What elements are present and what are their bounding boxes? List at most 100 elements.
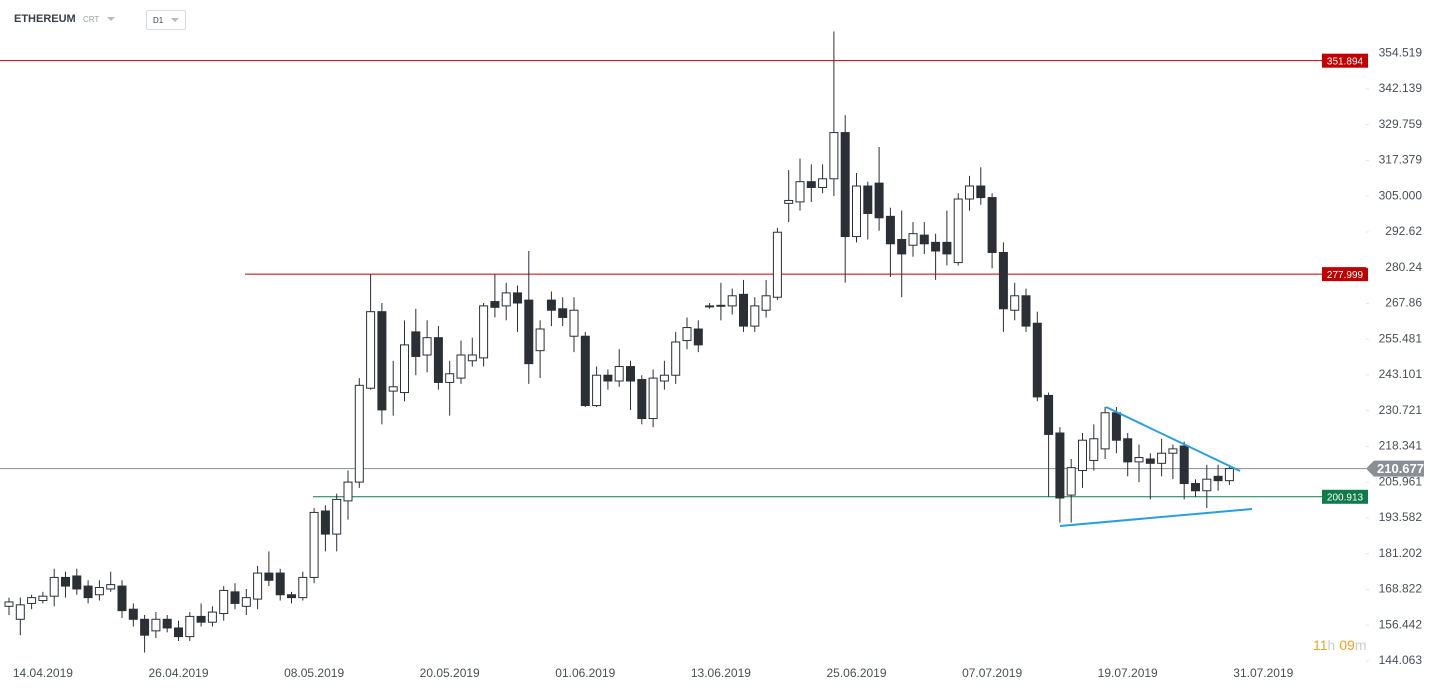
candle-body [264, 572, 274, 581]
candle-body [1179, 445, 1189, 485]
candle-body [1055, 432, 1065, 499]
candle-body [671, 341, 681, 376]
candle-body [1224, 468, 1234, 482]
candle-body [953, 198, 963, 264]
candle-body [806, 181, 816, 188]
candle-body [795, 181, 805, 203]
candle-body [1078, 439, 1087, 472]
candle-body [885, 215, 895, 245]
feed-selector[interactable]: CRT [83, 10, 116, 28]
candle-body [524, 299, 534, 365]
current-price-tag [1366, 460, 1424, 477]
candle-body [4, 601, 14, 607]
x-tick-label: 08.05.2019 [284, 666, 344, 680]
candle-body [174, 627, 183, 638]
candle-body [592, 374, 602, 407]
candle-body [987, 197, 997, 253]
hours-unit: h [1327, 637, 1336, 653]
candle-body [117, 585, 127, 612]
candle-body [298, 576, 308, 599]
candle-body [366, 311, 376, 389]
x-tick-label: 25.06.2019 [826, 666, 886, 680]
y-tick-label: 317.379 [1379, 153, 1423, 167]
candle-body [27, 597, 37, 604]
candle-body [931, 241, 941, 252]
trend-line [1105, 406, 1241, 472]
candle-body [908, 233, 918, 246]
level-tag [1322, 53, 1368, 68]
candle-body [998, 251, 1008, 310]
candle-body [614, 366, 624, 382]
candle-body [400, 344, 409, 394]
candle-body [207, 611, 217, 623]
candle-body [445, 373, 455, 383]
candle-body [433, 337, 443, 383]
hours: 11 [1313, 637, 1328, 653]
candle-body [1123, 438, 1133, 463]
y-tick-label: 280.24 [1385, 260, 1422, 274]
y-tick-label: 267.86 [1385, 296, 1422, 310]
x-tick-label: 14.04.2019 [13, 666, 73, 680]
candle-body [874, 182, 884, 219]
candle-body [140, 618, 150, 636]
candle-body [49, 576, 59, 597]
y-tick-label: 255.481 [1379, 331, 1423, 345]
candle-body [377, 311, 387, 411]
candle-body [863, 185, 873, 214]
candle-body [1157, 452, 1167, 464]
candle-body [253, 572, 263, 600]
candle-body [603, 374, 613, 382]
candle-body [919, 234, 929, 245]
candle-body [659, 374, 669, 382]
candle-body [1111, 412, 1121, 441]
timeframe-selector[interactable]: D1 [146, 10, 187, 30]
candle-body [1100, 412, 1110, 450]
y-tick-label: 305.000 [1379, 188, 1423, 202]
levels: 351.894 277.999 200.913 [0, 53, 1368, 504]
candle-body [61, 576, 70, 587]
candle-body [535, 328, 545, 352]
candle-body [151, 618, 161, 632]
candle-body [501, 292, 511, 307]
candle-body [1191, 483, 1200, 492]
current-price-label: 210.677 [1377, 461, 1424, 476]
candle-body [965, 185, 974, 200]
dropdown-caret [107, 17, 116, 21]
candle-body [558, 308, 568, 318]
candles [4, 31, 1234, 653]
candle-body [490, 301, 500, 308]
candle-body [241, 597, 251, 607]
symbol-name: ETHEREUM [14, 13, 76, 25]
level-tag [1322, 489, 1368, 504]
y-tick-label: 156.442 [1379, 617, 1423, 631]
y-tick-label: 181.202 [1379, 546, 1423, 560]
candle-body [1168, 448, 1178, 454]
y-tick-label: 168.822 [1379, 582, 1423, 596]
candle-body [411, 331, 421, 357]
candle-body [185, 615, 195, 638]
candle-body [275, 572, 285, 596]
candle-body [761, 295, 771, 311]
candle-body [1044, 394, 1054, 435]
candle-body [128, 608, 138, 620]
candle-body [569, 309, 579, 337]
candle-body [840, 132, 850, 238]
candle-countdown: 11h 09m [1313, 637, 1366, 653]
candle-body [219, 589, 229, 615]
candle-body [287, 594, 296, 599]
candle-body [897, 238, 907, 255]
y-tick-label: 329.759 [1379, 117, 1423, 131]
y-tick-label: 354.519 [1379, 45, 1423, 59]
level-label: 351.894 [1327, 56, 1364, 67]
trend-line [1059, 508, 1253, 527]
x-tick-label: 07.07.2019 [962, 666, 1022, 680]
x-tick-label: 31.07.2019 [1233, 666, 1293, 680]
candle-body [422, 337, 432, 356]
candle-body [739, 293, 748, 327]
candle-body [106, 584, 116, 590]
minutes: 09 [1339, 637, 1355, 653]
candle-body [772, 231, 782, 298]
x-tick-label: 26.04.2019 [148, 666, 208, 680]
